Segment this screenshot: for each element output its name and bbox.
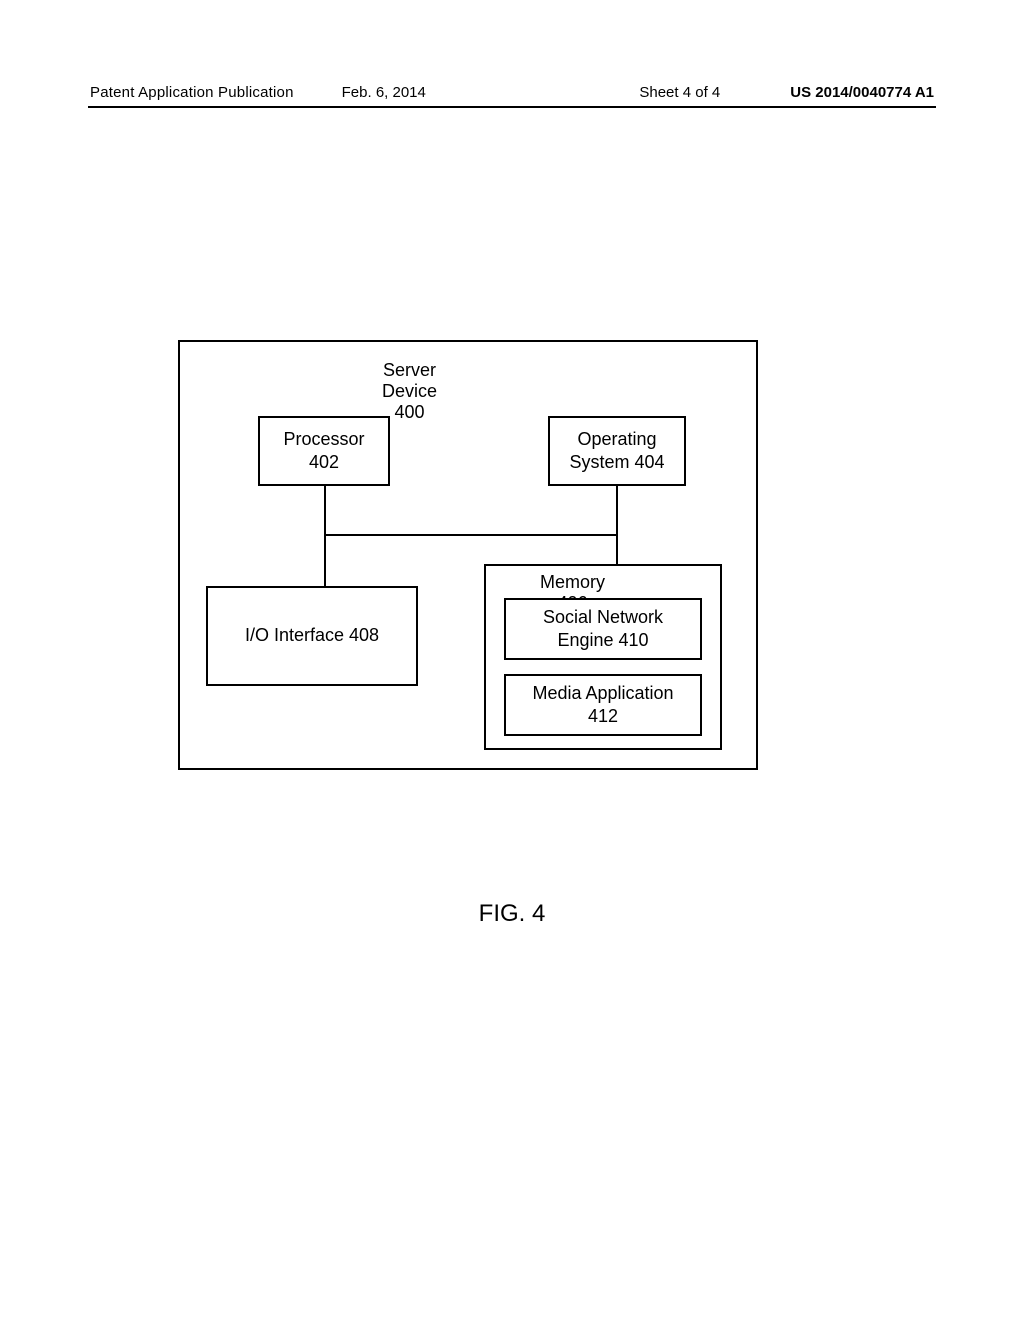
- edge-bus: [324, 534, 618, 536]
- sne-label-2: Engine 410: [557, 629, 648, 652]
- header-date: Feb. 6, 2014: [294, 84, 610, 101]
- header-publication: Patent Application Publication: [90, 84, 294, 101]
- operating-system-box: Operating System 404: [548, 416, 686, 486]
- edge-processor-bus: [324, 486, 326, 536]
- processor-label-2: 402: [309, 451, 339, 474]
- header-pubnum: US 2014/0040774 A1: [720, 84, 934, 101]
- processor-box: Processor 402: [258, 416, 390, 486]
- io-label: I/O Interface 408: [245, 624, 379, 647]
- figure-label: FIG. 4: [0, 900, 1024, 928]
- processor-label-1: Processor: [283, 428, 364, 451]
- server-device-title: Server Device 400: [382, 360, 437, 423]
- media-application-box: Media Application 412: [504, 674, 702, 736]
- sne-label-1: Social Network: [543, 606, 663, 629]
- media-label-2: 412: [588, 705, 618, 728]
- header-sheet: Sheet 4 of 4: [609, 84, 720, 101]
- edge-bus-memory: [616, 536, 618, 564]
- media-label-1: Media Application: [532, 682, 673, 705]
- os-label-2: System 404: [569, 451, 664, 474]
- patent-header: Patent Application Publication Feb. 6, 2…: [0, 84, 1024, 107]
- edge-bus-io: [324, 536, 326, 586]
- os-label-1: Operating: [577, 428, 656, 451]
- io-interface-box: I/O Interface 408: [206, 586, 418, 686]
- edge-os-bus: [616, 486, 618, 536]
- social-network-engine-box: Social Network Engine 410: [504, 598, 702, 660]
- header-rule: [88, 106, 936, 108]
